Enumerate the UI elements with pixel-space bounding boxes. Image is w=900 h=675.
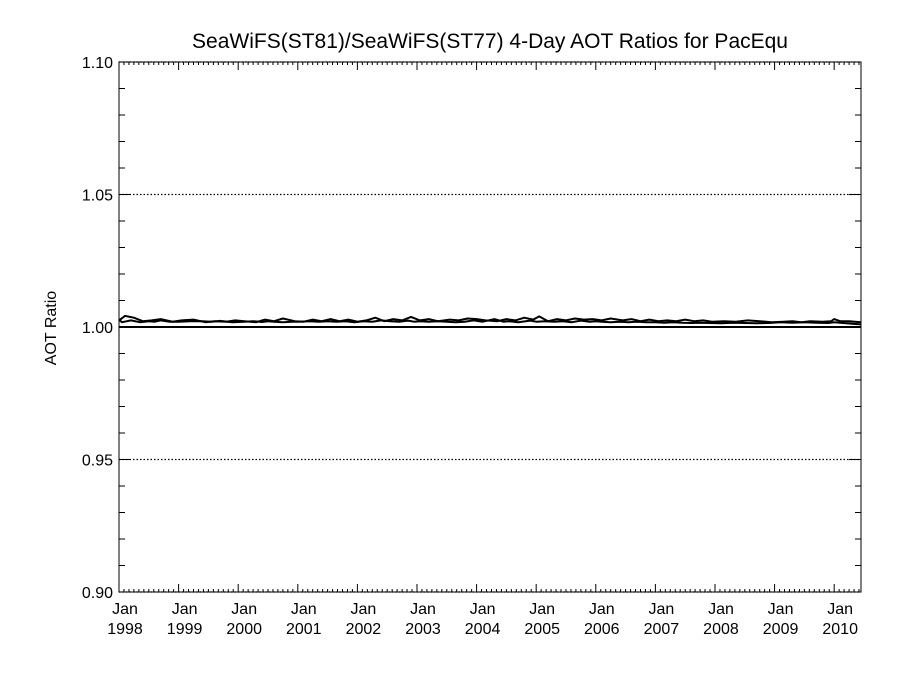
y-tick-label: 0.95 <box>82 453 113 470</box>
series-line-2 <box>118 314 862 324</box>
x-tick-label-month: Jan <box>648 601 674 618</box>
x-tick-label-month: Jan <box>589 601 615 618</box>
y-tick-label: 1.05 <box>82 188 113 205</box>
x-tick-label-year: 2000 <box>226 621 262 638</box>
x-tick-label-year: 2006 <box>584 621 620 638</box>
series-layer <box>118 314 862 328</box>
x-tick-label-month: Jan <box>112 601 138 618</box>
x-tick-label-year: 2009 <box>763 621 799 638</box>
x-tick-label-year: 2005 <box>524 621 560 638</box>
x-tick-label-month: Jan <box>529 601 555 618</box>
y-tick-label: 0.90 <box>82 585 113 602</box>
x-tick-label-year: 2007 <box>644 621 680 638</box>
x-tick-label-month: Jan <box>291 601 317 618</box>
x-tick-label-month: Jan <box>410 601 436 618</box>
x-tick-label-month: Jan <box>231 601 257 618</box>
x-tick-label-year: 2004 <box>465 621 501 638</box>
x-tick-label-month: Jan <box>470 601 496 618</box>
x-tick-label-year: 1998 <box>107 621 143 638</box>
x-tick-label-year: 2010 <box>822 621 858 638</box>
x-tick-label-month: Jan <box>827 601 853 618</box>
x-tick-label-year: 1999 <box>167 621 203 638</box>
x-tick-label-year: 2008 <box>703 621 739 638</box>
x-tick-label-year: 2003 <box>405 621 441 638</box>
x-tick-label-month: Jan <box>172 601 198 618</box>
x-tick-label-month: Jan <box>708 601 734 618</box>
chart-title: SeaWiFS(ST81)/SeaWiFS(ST77) 4-Day AOT Ra… <box>192 30 788 53</box>
plot-frame <box>118 61 862 593</box>
y-tick-label: 1.10 <box>82 55 113 72</box>
x-tick-label-year: 2001 <box>286 621 322 638</box>
x-tick-label-year: 2002 <box>346 621 382 638</box>
tick-labels-layer: 0.90 0.95 1.00 1.05 1.10 Jan 1998 Jan 1999 Jan 200… <box>82 55 858 638</box>
x-tick-label-month: Jan <box>350 601 376 618</box>
x-tick-label-month: Jan <box>768 601 794 618</box>
y-tick-label: 1.00 <box>82 320 113 337</box>
